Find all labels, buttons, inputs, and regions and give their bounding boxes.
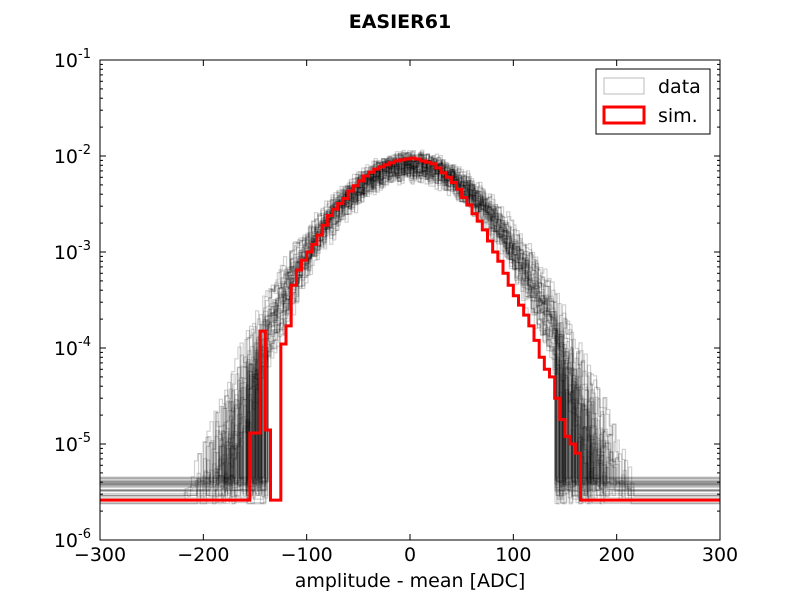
x-tick-label: 0 [404, 544, 416, 566]
data-series-line [100, 156, 720, 492]
legend-label-sim: sim. [658, 105, 698, 127]
y-tick-exponent: -3 [78, 239, 91, 254]
data-series-line [100, 162, 720, 484]
y-tick-label: 10 [54, 146, 78, 168]
y-tick-exponent: -5 [78, 431, 91, 446]
x-tick-label: 300 [702, 544, 738, 566]
x-tick-label: 200 [599, 544, 635, 566]
x-axis-label: amplitude - mean [ADC] [295, 570, 526, 592]
data-series-line [100, 151, 720, 492]
data-series-line [100, 149, 720, 483]
legend-swatch-sim [602, 105, 646, 125]
x-tick-label: −200 [177, 544, 229, 566]
data-series-line [100, 153, 720, 504]
y-tick-label: 10 [54, 242, 78, 264]
data-series-line [100, 155, 720, 493]
legend-label-data: data [658, 76, 701, 98]
data-series-line [100, 158, 720, 479]
data-series-line [100, 154, 720, 482]
data-series-line [100, 152, 720, 481]
ticks: −300 −200 −100 0 100 200 30010-610-510-410-310… [54, 47, 738, 566]
y-tick-label: 10 [54, 338, 78, 360]
y-tick-exponent: -1 [78, 47, 91, 62]
sim-series-line [100, 156, 720, 502]
x-tick-label: −300 [74, 544, 126, 566]
y-tick-label: 10 [54, 530, 78, 552]
legend: data sim. [595, 68, 711, 135]
y-tick-label: 10 [54, 434, 78, 456]
y-tick-exponent: -2 [78, 143, 91, 158]
data-series-line [100, 155, 720, 485]
data-series-line [100, 150, 720, 483]
data-series-line [100, 151, 720, 495]
chart-title: EASIER61 [349, 11, 452, 33]
x-tick-label: −100 [281, 544, 333, 566]
y-tick-label: 10 [54, 50, 78, 72]
x-tick-label: 100 [495, 544, 531, 566]
data-series-line [100, 158, 720, 491]
data-series-line [100, 156, 720, 505]
legend-swatch-data [603, 77, 645, 95]
data-series-line [100, 150, 720, 491]
data-series-line [100, 154, 720, 496]
data-series-line [100, 151, 720, 505]
y-tick-exponent: -6 [78, 527, 91, 542]
data-series-line [100, 156, 720, 484]
data-series-line [100, 157, 720, 482]
data-series-line [100, 153, 720, 480]
plot-area [100, 149, 721, 505]
data-series-line [100, 157, 720, 491]
y-tick-exponent: -4 [78, 335, 91, 350]
data-series-line [100, 158, 720, 496]
